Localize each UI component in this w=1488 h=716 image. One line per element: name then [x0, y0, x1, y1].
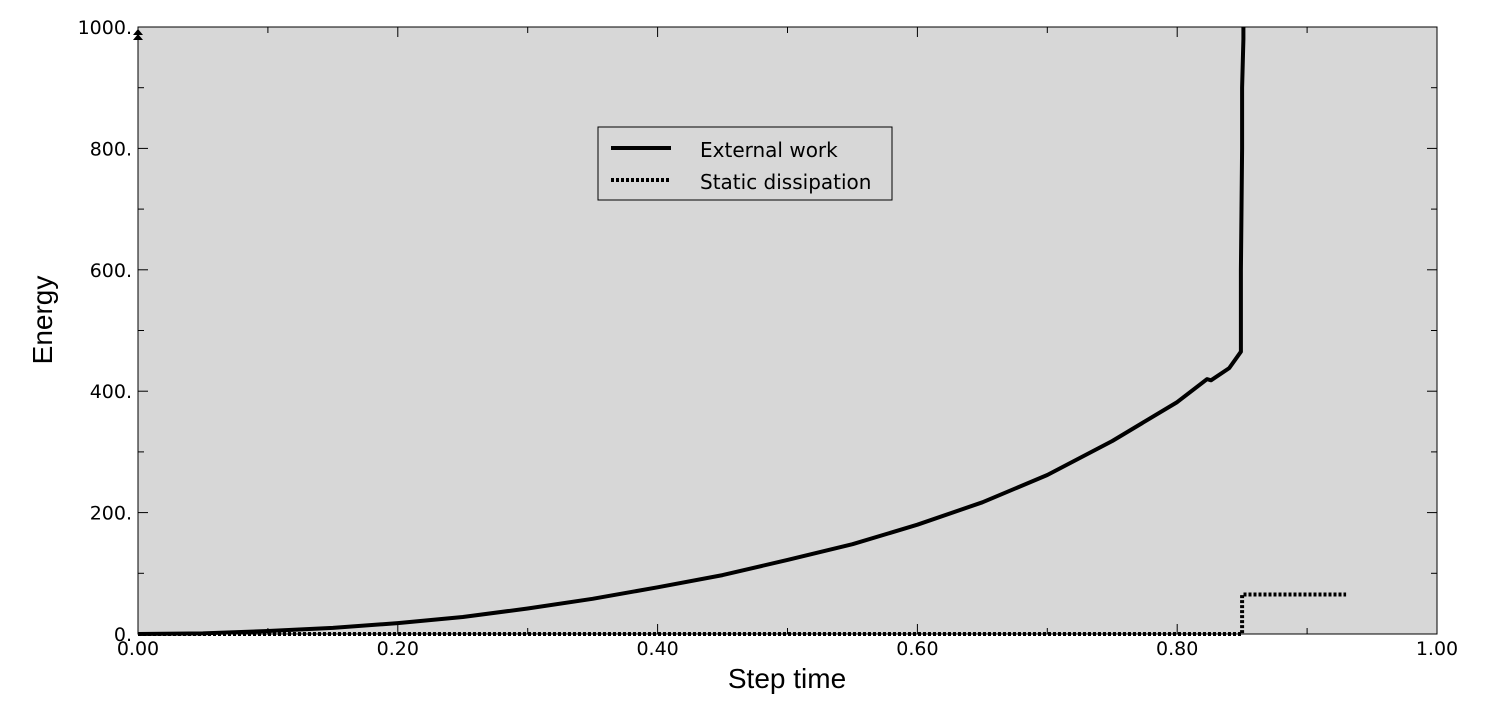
legend-label-static-dissipation: Static dissipation: [700, 170, 871, 194]
legend-box: [597, 126, 893, 201]
x-tick-label: 0.80: [1156, 638, 1198, 660]
series-line-external-work: [137, 27, 1246, 636]
x-tick-label: 1.00: [1416, 638, 1458, 660]
y-tick-label: 600.: [90, 260, 132, 282]
x-tick-label: 0.20: [377, 638, 419, 660]
y-tick-label: 200.: [90, 503, 132, 525]
y-axis-title: Energy: [27, 276, 58, 365]
series-line-static-dissipation: [138, 592, 1347, 636]
series-layer: [137, 27, 1347, 636]
y-tick-label: 400.: [90, 381, 132, 403]
axis-ticks: [137, 26, 1438, 635]
x-tick-label: 0.00: [117, 638, 159, 660]
y-axis-top-arrow-icon: [133, 29, 143, 40]
legend: External work Static dissipation: [597, 126, 893, 201]
y-tick-label: 0.: [114, 624, 132, 646]
y-tick-label: 1000.: [78, 17, 132, 39]
legend-label-external-work: External work: [700, 138, 838, 162]
y-tick-label: 800.: [90, 138, 132, 160]
tick-labels: 0.00 0.20 0.40 0.60 0.80 1.00 0. 200. 400. 600. 80…: [78, 17, 1459, 660]
x-tick-label: 0.60: [896, 638, 938, 660]
x-tick-label: 0.40: [636, 638, 678, 660]
x-axis-title: Step time: [728, 663, 846, 694]
